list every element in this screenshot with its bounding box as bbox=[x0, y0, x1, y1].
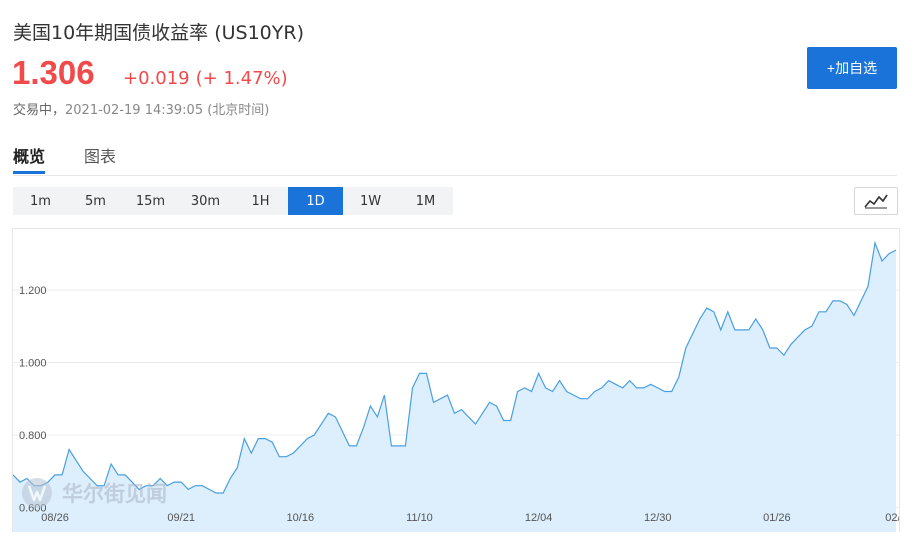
period-30m[interactable]: 30m bbox=[190, 193, 221, 209]
x-tick-label: 12/30 bbox=[644, 512, 672, 524]
area-fill bbox=[13, 242, 896, 532]
change-value: +0.019 bbox=[123, 68, 190, 89]
line-chart-icon bbox=[864, 194, 888, 209]
current-price: 1.306 bbox=[12, 54, 95, 91]
active-tab-indicator bbox=[13, 171, 45, 174]
timestamp: 2021-02-19 14:39:05 (北京时间) bbox=[65, 103, 270, 118]
x-tick-label: 02/1 bbox=[885, 512, 899, 524]
period-5m[interactable]: 5m bbox=[85, 193, 106, 209]
x-tick-label: 10/16 bbox=[287, 512, 315, 524]
period-15m[interactable]: 15m bbox=[135, 193, 166, 209]
x-tick-label: 12/04 bbox=[525, 512, 553, 524]
period-1m[interactable]: 1m bbox=[30, 193, 51, 209]
price-change: +0.019 (+ 1.47%) bbox=[123, 68, 288, 89]
x-tick-label: 08/26 bbox=[41, 512, 69, 524]
chart-type-button[interactable] bbox=[854, 187, 898, 215]
change-percent: (+ 1.47%) bbox=[195, 68, 288, 89]
watermark-text: 华尔街见闻 bbox=[62, 481, 167, 506]
y-tick-label: 0.800 bbox=[19, 430, 47, 442]
watermark: 华尔街见闻 bbox=[20, 476, 167, 510]
period-selector: 1m 5m 15m 30m 1H 1D 1W 1M bbox=[13, 187, 453, 215]
x-tick-label: 11/10 bbox=[406, 512, 433, 524]
status-text: 交易中， bbox=[13, 103, 66, 118]
price-chart[interactable]: 1.200 1.000 0.800 0.600 08/26 09/21 10/16 11/10… bbox=[12, 228, 900, 532]
tab-overview[interactable]: 概览 bbox=[13, 147, 46, 166]
y-tick-label: 1.200 bbox=[19, 285, 47, 297]
x-tick-label: 09/21 bbox=[167, 512, 195, 524]
tab-bar: 概览 图表 bbox=[13, 143, 897, 176]
trading-status: 交易中，2021-02-19 14:39:05 (北京时间) bbox=[13, 99, 269, 118]
y-tick-label: 1.000 bbox=[19, 358, 47, 370]
period-1w[interactable]: 1W bbox=[359, 193, 382, 209]
add-to-watchlist-button[interactable]: +加自选 bbox=[807, 47, 897, 89]
watermark-logo-icon bbox=[22, 478, 52, 508]
page-title: 美国10年期国债收益率 (US10YR) bbox=[13, 22, 304, 44]
period-1h[interactable]: 1H bbox=[251, 193, 270, 209]
tab-chart[interactable]: 图表 bbox=[84, 147, 117, 166]
period-1d[interactable]: 1D bbox=[288, 187, 343, 215]
period-1mo[interactable]: 1M bbox=[415, 193, 436, 209]
x-tick-label: 01/26 bbox=[763, 512, 791, 524]
series-line bbox=[13, 240, 897, 494]
